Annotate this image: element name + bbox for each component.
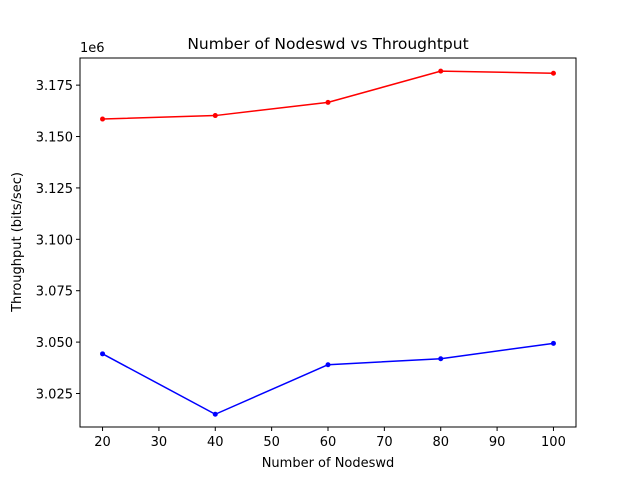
x-tick-label: 40 <box>207 435 224 450</box>
chart-title: Number of Nodeswd vs Throughtput <box>187 35 468 53</box>
series-2-point <box>550 340 556 346</box>
series-1-point <box>550 70 556 76</box>
series-1-point <box>325 99 331 105</box>
y-tick-label: 3.100 <box>36 233 73 248</box>
plot-area <box>80 58 576 427</box>
x-tick-label: 80 <box>432 435 449 450</box>
x-tick-label: 60 <box>320 435 337 450</box>
series-2-point <box>438 356 444 362</box>
x-tick-label: 30 <box>151 435 168 450</box>
series-1-point <box>100 116 106 122</box>
series-1-point <box>438 68 444 74</box>
y-tick-label: 3.050 <box>36 336 73 351</box>
y-tick-label: 3.125 <box>36 182 73 197</box>
x-axis-label: Number of Nodeswd <box>262 456 395 471</box>
y-tick-label: 3.025 <box>36 387 73 402</box>
x-tick-label: 50 <box>263 435 280 450</box>
series-2-point <box>100 351 106 357</box>
plot-frame <box>79 57 577 428</box>
y-tick-label: 3.075 <box>36 285 73 300</box>
x-tick-label: 90 <box>489 435 506 450</box>
y-tick-label: 3.150 <box>36 131 73 146</box>
y-axis-offset-label: 1e6 <box>80 41 105 56</box>
x-tick-label: 20 <box>94 435 111 450</box>
x-tick-label: 70 <box>376 435 393 450</box>
series-layer <box>100 68 556 417</box>
x-tick-label: 100 <box>541 435 566 450</box>
ticks-layer: 20 30 40 50 60 70 80 90 100 3.025 3.050 3.075 3.100 3… <box>36 79 566 450</box>
series-1-point <box>212 113 218 119</box>
y-tick-label: 3.175 <box>36 79 73 94</box>
y-axis-label: Throughput (bits/sec) <box>10 172 25 313</box>
series-2-point <box>212 411 218 417</box>
series-2-point <box>325 362 331 368</box>
